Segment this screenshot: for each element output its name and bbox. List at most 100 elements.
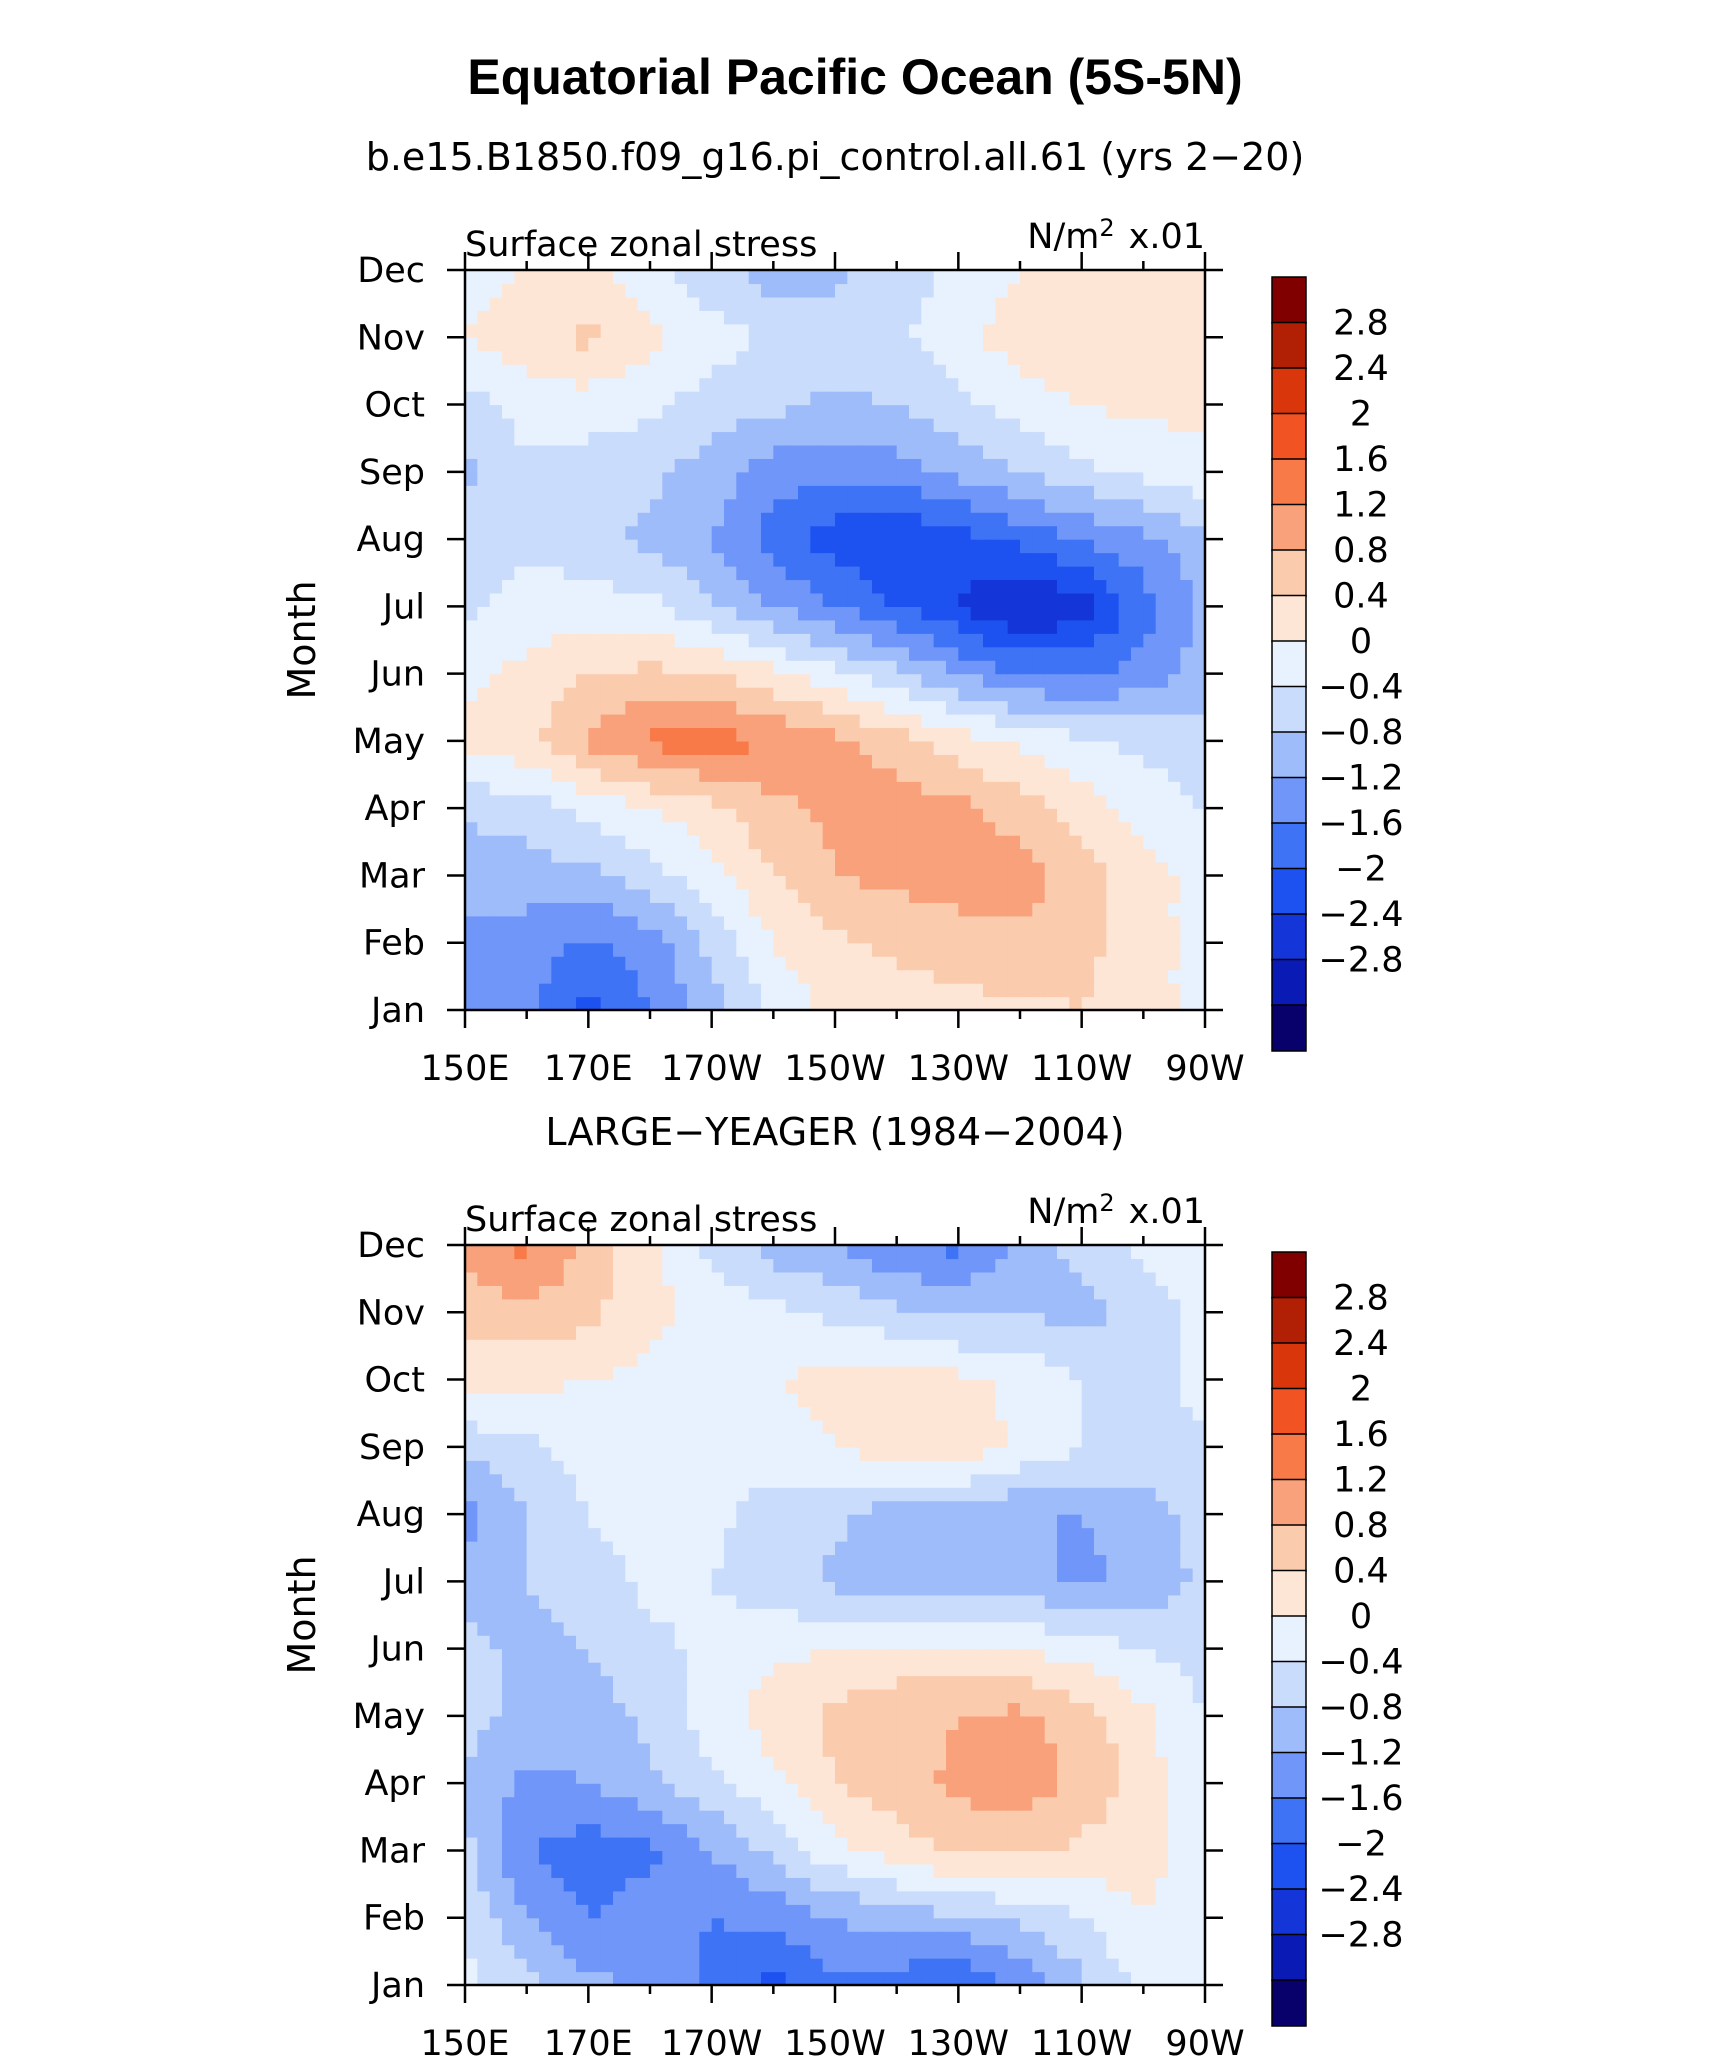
heatmap-cell [933, 391, 947, 406]
heatmap-cell [748, 1756, 762, 1771]
heatmap-cell [650, 592, 663, 607]
heatmap-cell [1081, 512, 1095, 527]
heatmap-cell [761, 808, 774, 823]
heatmap-cell [1044, 1877, 1058, 1892]
heatmap-cell [465, 1756, 478, 1771]
heatmap-cell [600, 915, 614, 930]
heatmap-cell [822, 700, 836, 715]
heatmap-cell [1118, 283, 1132, 298]
heatmap-cell [1168, 767, 1181, 782]
heatmap-cell [514, 983, 528, 998]
heatmap-cell [588, 767, 602, 782]
heatmap-cell [465, 1621, 478, 1636]
heatmap-cell [489, 929, 503, 944]
heatmap-cell [1020, 552, 1033, 567]
heatmap-cell [773, 606, 787, 621]
heatmap-cell [687, 1944, 700, 1959]
heatmap-cell [822, 592, 836, 607]
heatmap-cell [637, 767, 651, 782]
heatmap-cell [563, 539, 577, 554]
heatmap-cell [798, 270, 811, 285]
heatmap-cell [637, 929, 651, 944]
heatmap-cell [1081, 579, 1095, 594]
heatmap-cell [588, 687, 602, 702]
heatmap-cell [785, 1769, 799, 1784]
heatmap-cell [711, 1783, 725, 1798]
heatmap-cell [884, 350, 898, 365]
heatmap-cell [921, 1863, 935, 1878]
heatmap-cell [514, 283, 528, 298]
heatmap-cell [477, 606, 491, 621]
heatmap-cell [1168, 687, 1181, 702]
heatmap-cell [970, 619, 984, 634]
heatmap-cell [1020, 1662, 1033, 1677]
heatmap-cell [810, 1837, 824, 1852]
heatmap-cell [835, 1810, 848, 1825]
heatmap-cell [872, 740, 885, 755]
heatmap-cell [502, 552, 515, 567]
heatmap-cell [563, 969, 577, 984]
heatmap-cell [526, 1756, 540, 1771]
heatmap-cell [563, 808, 577, 823]
heatmap-cell [896, 1850, 910, 1865]
heatmap-cell [502, 700, 515, 715]
heatmap-cell [650, 660, 663, 675]
heatmap-cell [810, 283, 824, 298]
heatmap-cell [650, 1756, 663, 1771]
heatmap-cell [810, 1904, 824, 1919]
heatmap-cell [1192, 458, 1206, 473]
heatmap-cell [1081, 1715, 1095, 1730]
heatmap-cell [1192, 498, 1206, 513]
heatmap-cell [1192, 1850, 1206, 1865]
heatmap-cell [748, 444, 762, 459]
heatmap-cell [1155, 1715, 1169, 1730]
heatmap-cell [1081, 1635, 1095, 1650]
heatmap-cell [1032, 942, 1046, 957]
heatmap-cell [637, 364, 651, 379]
heatmap-cell [810, 296, 824, 311]
heatmap-cell [588, 1810, 602, 1825]
heatmap-cell [983, 1796, 996, 1811]
heatmap-cell [711, 525, 725, 540]
heatmap-cell [835, 1769, 848, 1784]
heatmap-cell [736, 377, 750, 392]
heatmap-cell [970, 848, 984, 863]
heatmap-cell [909, 270, 922, 285]
heatmap-cell [736, 633, 750, 648]
heatmap-cell [1069, 754, 1083, 769]
heatmap-cell [1020, 969, 1033, 984]
heatmap-cell [958, 996, 972, 1011]
heatmap-cell [637, 875, 651, 890]
heatmap-cell [1044, 1796, 1058, 1811]
heatmap-cell [711, 754, 725, 769]
heatmap-cell [563, 727, 577, 742]
heatmap-cell [872, 687, 885, 702]
heatmap-cell [872, 1850, 885, 1865]
heatmap-cell [724, 983, 737, 998]
heatmap-cell [1131, 539, 1144, 554]
heatmap-cell [650, 1863, 663, 1878]
heatmap-cell [1168, 619, 1181, 634]
heatmap-cell [995, 539, 1009, 554]
heatmap-cell [736, 444, 750, 459]
heatmap-cell [1106, 1850, 1120, 1865]
heatmap-cell [1168, 1796, 1181, 1811]
heatmap-cell [921, 754, 935, 769]
heatmap-cell [847, 983, 861, 998]
heatmap-cell [1106, 714, 1120, 729]
heatmap-cell [489, 566, 503, 581]
heatmap-cell [699, 418, 713, 433]
heatmap-cell [613, 350, 626, 365]
heatmap-cell [958, 942, 972, 957]
heatmap-cell [773, 929, 787, 944]
heatmap-cell [736, 471, 750, 486]
heatmap-cell [514, 700, 528, 715]
heatmap-cell [662, 942, 676, 957]
heatmap-cell [859, 1675, 873, 1690]
heatmap-cell [613, 902, 626, 917]
heatmap-cell [761, 283, 774, 298]
heatmap-cell [687, 875, 700, 890]
heatmap-cell [958, 714, 972, 729]
heatmap-cell [613, 1648, 626, 1663]
heatmap-cell [1168, 323, 1181, 338]
